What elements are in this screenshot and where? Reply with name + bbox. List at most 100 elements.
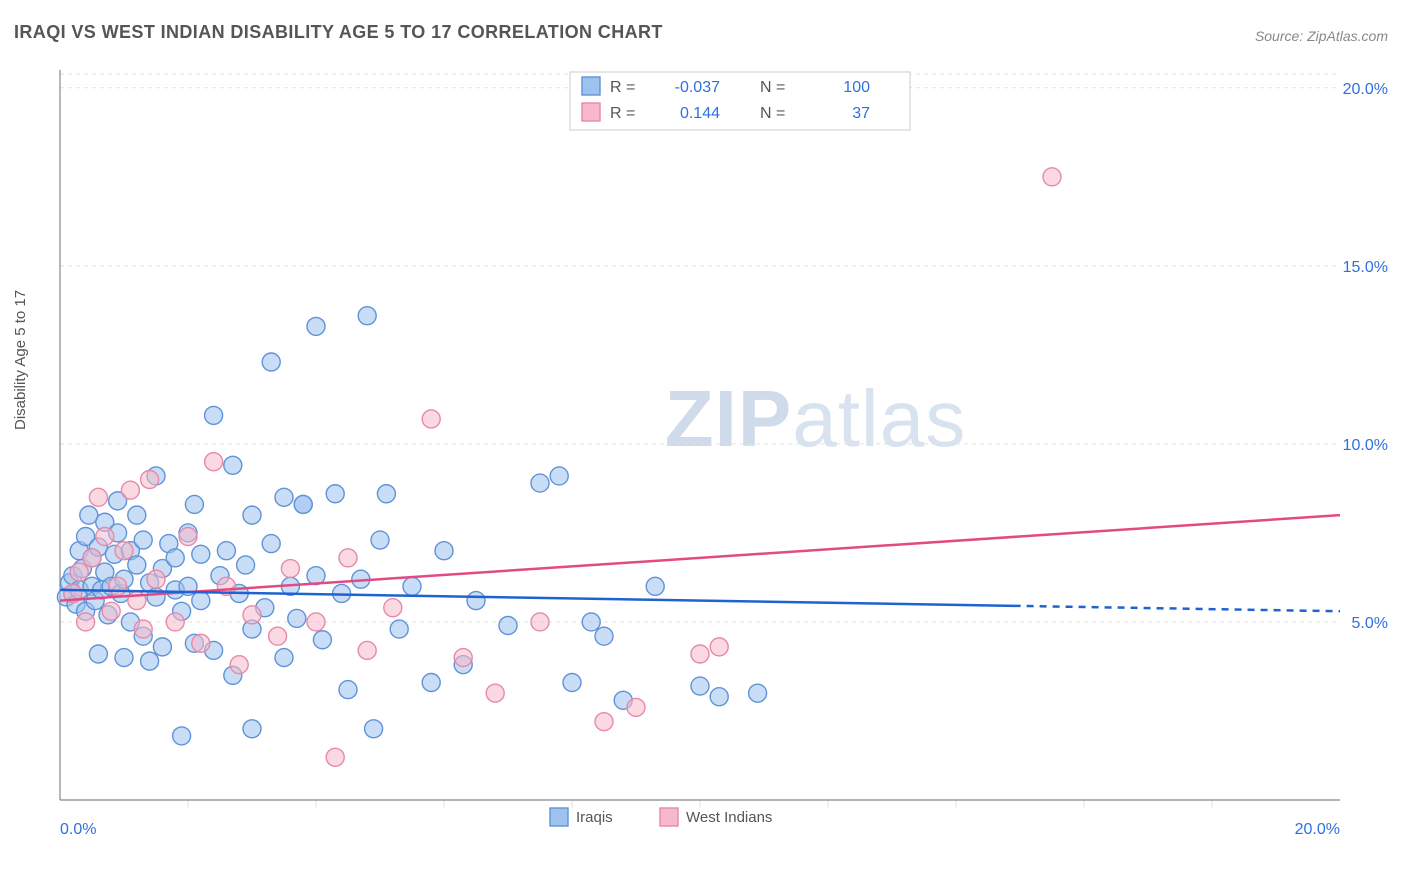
scatter-point-a	[358, 307, 376, 325]
scatter-point-b	[422, 410, 440, 428]
scatter-point-b	[710, 638, 728, 656]
scatter-point-a	[531, 474, 549, 492]
y-tick-label: 5.0%	[1352, 615, 1388, 632]
scatter-point-a	[749, 684, 767, 702]
scatter-point-b	[531, 613, 549, 631]
legend-label-iraqis: Iraqis	[576, 809, 613, 826]
scatter-point-a	[173, 727, 191, 745]
scatter-point-b	[77, 613, 95, 631]
scatter-point-a	[390, 620, 408, 638]
trendline-a-dashed	[1014, 606, 1340, 611]
scatter-point-a	[646, 577, 664, 595]
scatter-point-b	[179, 527, 197, 545]
scatter-point-a	[217, 542, 235, 560]
scatter-point-b	[384, 599, 402, 617]
scatter-point-a	[262, 353, 280, 371]
scatter-point-b	[134, 620, 152, 638]
scatter-point-b	[454, 649, 472, 667]
stats-swatch	[582, 77, 600, 95]
legend-label-west-indians: West Indians	[686, 809, 772, 826]
stats-n-label: N =	[760, 105, 785, 122]
scatter-point-b	[230, 656, 248, 674]
stats-r-label: R =	[610, 105, 635, 122]
scatter-point-a	[128, 506, 146, 524]
scatter-point-a	[115, 649, 133, 667]
scatter-point-a	[435, 542, 453, 560]
y-tick-label: 10.0%	[1343, 437, 1388, 454]
scatter-point-a	[691, 677, 709, 695]
scatter-point-b	[595, 713, 613, 731]
scatter-point-a	[275, 649, 293, 667]
stats-n-value: 37	[852, 105, 870, 122]
scatter-point-a	[141, 652, 159, 670]
stats-n-value: 100	[843, 79, 870, 96]
scatter-point-a	[365, 720, 383, 738]
scatter-point-b	[307, 613, 325, 631]
scatter-point-a	[326, 485, 344, 503]
scatter-point-a	[224, 456, 242, 474]
scatter-point-b	[96, 527, 114, 545]
scatter-point-a	[185, 495, 203, 513]
legend-swatch-west-indians	[660, 808, 678, 826]
x-tick-label: 0.0%	[60, 821, 96, 838]
scatter-point-b	[627, 698, 645, 716]
scatter-point-a	[371, 531, 389, 549]
scatter-point-a	[582, 613, 600, 631]
scatter-point-a	[243, 720, 261, 738]
scatter-point-a	[499, 617, 517, 635]
scatter-point-b	[269, 627, 287, 645]
chart-title: IRAQI VS WEST INDIAN DISABILITY AGE 5 TO…	[14, 22, 663, 43]
scatter-point-b	[70, 563, 88, 581]
scatter-point-a	[550, 467, 568, 485]
scatter-point-a	[243, 506, 261, 524]
scatter-point-a	[313, 631, 331, 649]
stats-r-value: -0.037	[675, 79, 720, 96]
scatter-point-b	[109, 577, 127, 595]
scatter-point-b	[121, 481, 139, 499]
y-tick-label: 15.0%	[1343, 259, 1388, 276]
scatter-point-a	[377, 485, 395, 503]
scatter-point-a	[467, 592, 485, 610]
scatter-point-a	[166, 549, 184, 567]
scatter-point-a	[192, 545, 210, 563]
y-axis-title: Disability Age 5 to 17	[12, 290, 29, 430]
scatter-point-a	[294, 495, 312, 513]
scatter-point-a	[595, 627, 613, 645]
scatter-point-a	[710, 688, 728, 706]
scatter-point-b	[166, 613, 184, 631]
scatter-point-a	[89, 645, 107, 663]
scatter-point-a	[80, 506, 98, 524]
scatter-point-b	[205, 453, 223, 471]
stats-swatch	[582, 103, 600, 121]
scatter-point-b	[147, 570, 165, 588]
scatter-point-a	[262, 535, 280, 553]
scatter-point-b	[102, 602, 120, 620]
scatter-point-a	[205, 406, 223, 424]
scatter-point-a	[192, 592, 210, 610]
scatter-point-a	[134, 531, 152, 549]
scatter-point-a	[307, 317, 325, 335]
stats-n-label: N =	[760, 79, 785, 96]
scatter-point-a	[339, 681, 357, 699]
scatter-point-b	[83, 549, 101, 567]
y-tick-label: 20.0%	[1343, 81, 1388, 98]
scatter-point-b	[358, 641, 376, 659]
scatter-point-a	[288, 609, 306, 627]
scatter-point-b	[89, 488, 107, 506]
x-tick-label: 20.0%	[1295, 821, 1340, 838]
scatter-point-b	[192, 634, 210, 652]
stats-r-value: 0.144	[680, 105, 720, 122]
scatter-point-b	[339, 549, 357, 567]
scatter-point-a	[153, 638, 171, 656]
scatter-point-a	[237, 556, 255, 574]
stats-r-label: R =	[610, 79, 635, 96]
source-credit: Source: ZipAtlas.com	[1255, 28, 1388, 44]
scatter-point-a	[422, 673, 440, 691]
scatter-point-a	[128, 556, 146, 574]
scatter-point-b	[141, 471, 159, 489]
scatter-point-b	[1043, 168, 1061, 186]
legend-swatch-iraqis	[550, 808, 568, 826]
scatter-point-a	[275, 488, 293, 506]
scatter-point-b	[486, 684, 504, 702]
scatter-chart: 5.0%10.0%15.0%20.0%0.0%20.0%IraqisWest I…	[50, 60, 1390, 820]
